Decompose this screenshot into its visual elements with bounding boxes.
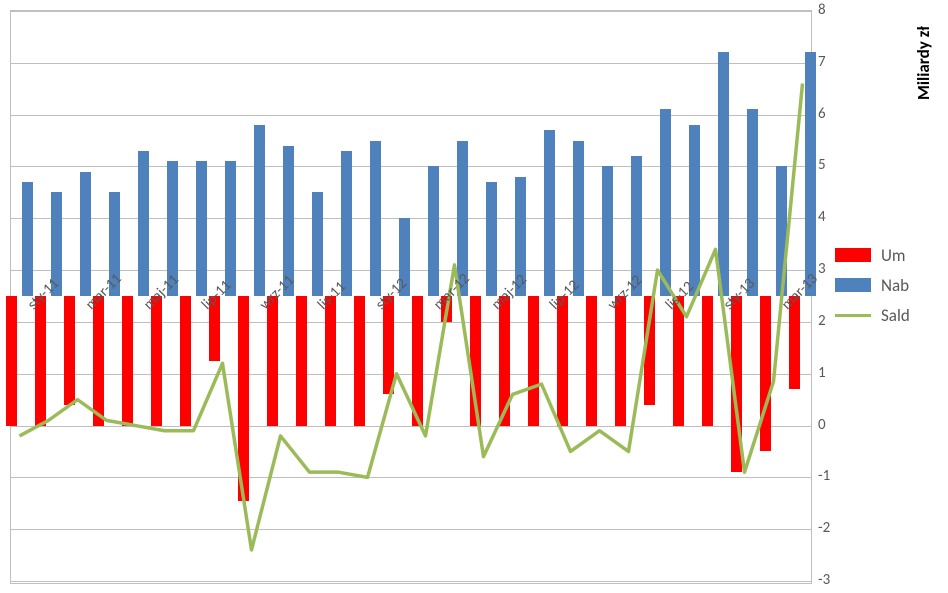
y-tick-label: 1: [818, 364, 826, 382]
legend-swatch-nab: [835, 278, 871, 292]
y-tick-label: 0: [818, 416, 826, 434]
y-tick-label: 5: [818, 156, 826, 174]
legend: Um Nab Sald: [835, 240, 948, 330]
legend-label-nab: Nab: [881, 275, 909, 296]
y-axis-title: Miliardy zł: [913, 26, 934, 100]
legend-item-saldo: Sald: [835, 300, 948, 330]
y-tick-label: -3: [818, 571, 830, 589]
y-tick-label: 8: [818, 1, 826, 19]
chart-area: [10, 10, 812, 584]
legend-line-saldo: [835, 314, 871, 317]
legend-item-um: Um: [835, 240, 948, 270]
y-tick-label: 3: [818, 260, 826, 278]
legend-swatch-um: [835, 248, 871, 262]
y-tick-label: -1: [818, 467, 830, 485]
legend-item-nab: Nab: [835, 270, 948, 300]
y-tick-label: 7: [818, 53, 826, 71]
y-tick-label: 2: [818, 312, 826, 330]
y-tick-label: 4: [818, 208, 826, 226]
y-tick-label: -2: [818, 519, 830, 537]
legend-label-saldo: Sald: [881, 305, 910, 326]
y-tick-label: 6: [818, 105, 826, 123]
legend-label-um: Um: [881, 245, 906, 266]
